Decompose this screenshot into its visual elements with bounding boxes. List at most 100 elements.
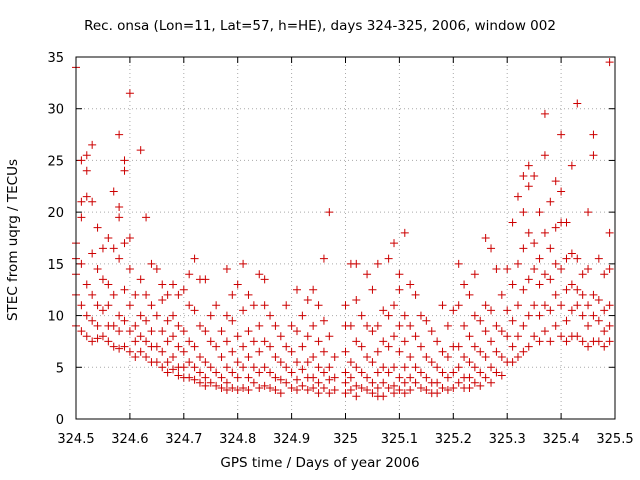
data-point-marker	[352, 363, 361, 372]
data-point-marker	[185, 358, 194, 367]
data-point-marker	[185, 373, 194, 382]
data-point-marker	[255, 321, 264, 330]
data-point-marker	[562, 285, 571, 294]
data-point-marker	[260, 275, 269, 284]
data-point-marker	[158, 296, 167, 305]
data-point-marker	[352, 296, 361, 305]
data-point-marker	[470, 363, 479, 372]
data-point-marker	[406, 321, 415, 330]
data-point-marker	[508, 316, 517, 325]
data-point-marker	[292, 358, 301, 367]
data-point-marker	[524, 311, 533, 320]
data-point-marker	[357, 342, 366, 351]
data-point-marker	[357, 368, 366, 377]
data-point-marker	[363, 373, 372, 382]
data-point-marker	[276, 389, 285, 398]
data-point-marker	[255, 383, 264, 392]
data-point-marker	[120, 166, 129, 175]
data-point-marker	[341, 389, 350, 398]
data-point-marker	[584, 321, 593, 330]
data-point-marker	[206, 378, 215, 387]
data-point-marker	[115, 130, 124, 139]
data-point-marker	[373, 321, 382, 330]
data-point-marker	[125, 265, 134, 274]
data-point-marker	[303, 332, 312, 341]
data-point-marker	[77, 259, 86, 268]
data-point-marker	[314, 389, 323, 398]
data-point-marker	[546, 275, 555, 284]
data-point-marker	[508, 280, 517, 289]
data-point-marker	[131, 290, 140, 299]
data-point-marker	[352, 381, 361, 390]
data-point-marker	[454, 301, 463, 310]
data-point-marker	[93, 301, 102, 310]
data-point-marker	[352, 337, 361, 346]
data-point-marker	[82, 151, 91, 160]
data-point-marker	[422, 316, 431, 325]
data-point-marker	[195, 321, 204, 330]
data-point-marker	[363, 321, 372, 330]
data-point-marker	[363, 270, 372, 279]
x-tick-label: 324.5	[57, 432, 94, 447]
data-point-marker	[379, 306, 388, 315]
data-point-marker	[524, 182, 533, 191]
data-point-marker	[422, 352, 431, 361]
data-point-marker	[190, 254, 199, 263]
data-point-marker	[330, 386, 339, 395]
data-point-marker	[600, 306, 609, 315]
data-point-marker	[540, 301, 549, 310]
data-point-marker	[503, 265, 512, 274]
data-point-marker	[195, 378, 204, 387]
data-point-marker	[98, 275, 107, 284]
data-point-marker	[573, 99, 582, 108]
data-point-marker	[503, 332, 512, 341]
data-point-marker	[206, 311, 215, 320]
data-point-marker	[390, 381, 399, 390]
data-point-marker	[233, 358, 242, 367]
data-point-marker	[438, 383, 447, 392]
data-point-marker	[519, 347, 528, 356]
data-point-marker	[454, 259, 463, 268]
data-point-marker	[298, 342, 307, 351]
data-point-marker	[244, 386, 253, 395]
data-point-marker	[497, 371, 506, 380]
y-tick-label: 0	[56, 413, 64, 428]
data-point-marker	[562, 218, 571, 227]
data-point-marker	[438, 301, 447, 310]
data-point-marker	[373, 383, 382, 392]
data-point-marker	[282, 363, 291, 372]
data-point-marker	[567, 280, 576, 289]
data-point-marker	[309, 285, 318, 294]
data-point-marker	[513, 259, 522, 268]
data-point-marker	[476, 368, 485, 377]
data-point-marker	[454, 342, 463, 351]
data-point-marker	[77, 197, 86, 206]
data-point-marker	[239, 342, 248, 351]
data-point-marker	[233, 332, 242, 341]
data-point-marker	[530, 332, 539, 341]
data-point-marker	[163, 316, 172, 325]
data-point-marker	[508, 342, 517, 351]
data-point-marker	[163, 290, 172, 299]
data-point-marker	[298, 311, 307, 320]
data-point-marker	[125, 89, 134, 98]
data-point-marker	[433, 389, 442, 398]
x-tick-label: 325.2	[435, 432, 472, 447]
data-point-marker	[416, 342, 425, 351]
data-point-marker	[368, 358, 377, 367]
data-point-marker	[244, 290, 253, 299]
data-point-marker	[352, 392, 361, 401]
data-point-marker	[303, 358, 312, 367]
data-point-marker	[174, 321, 183, 330]
data-point-marker	[519, 171, 528, 180]
data-point-marker	[513, 301, 522, 310]
data-point-marker	[222, 386, 231, 395]
data-point-marker	[109, 290, 118, 299]
data-point-marker	[233, 280, 242, 289]
data-point-marker	[422, 386, 431, 395]
data-point-marker	[179, 363, 188, 372]
data-point-marker	[120, 239, 129, 248]
data-point-marker	[142, 337, 151, 346]
data-point-marker	[530, 239, 539, 248]
data-point-marker	[535, 337, 544, 346]
